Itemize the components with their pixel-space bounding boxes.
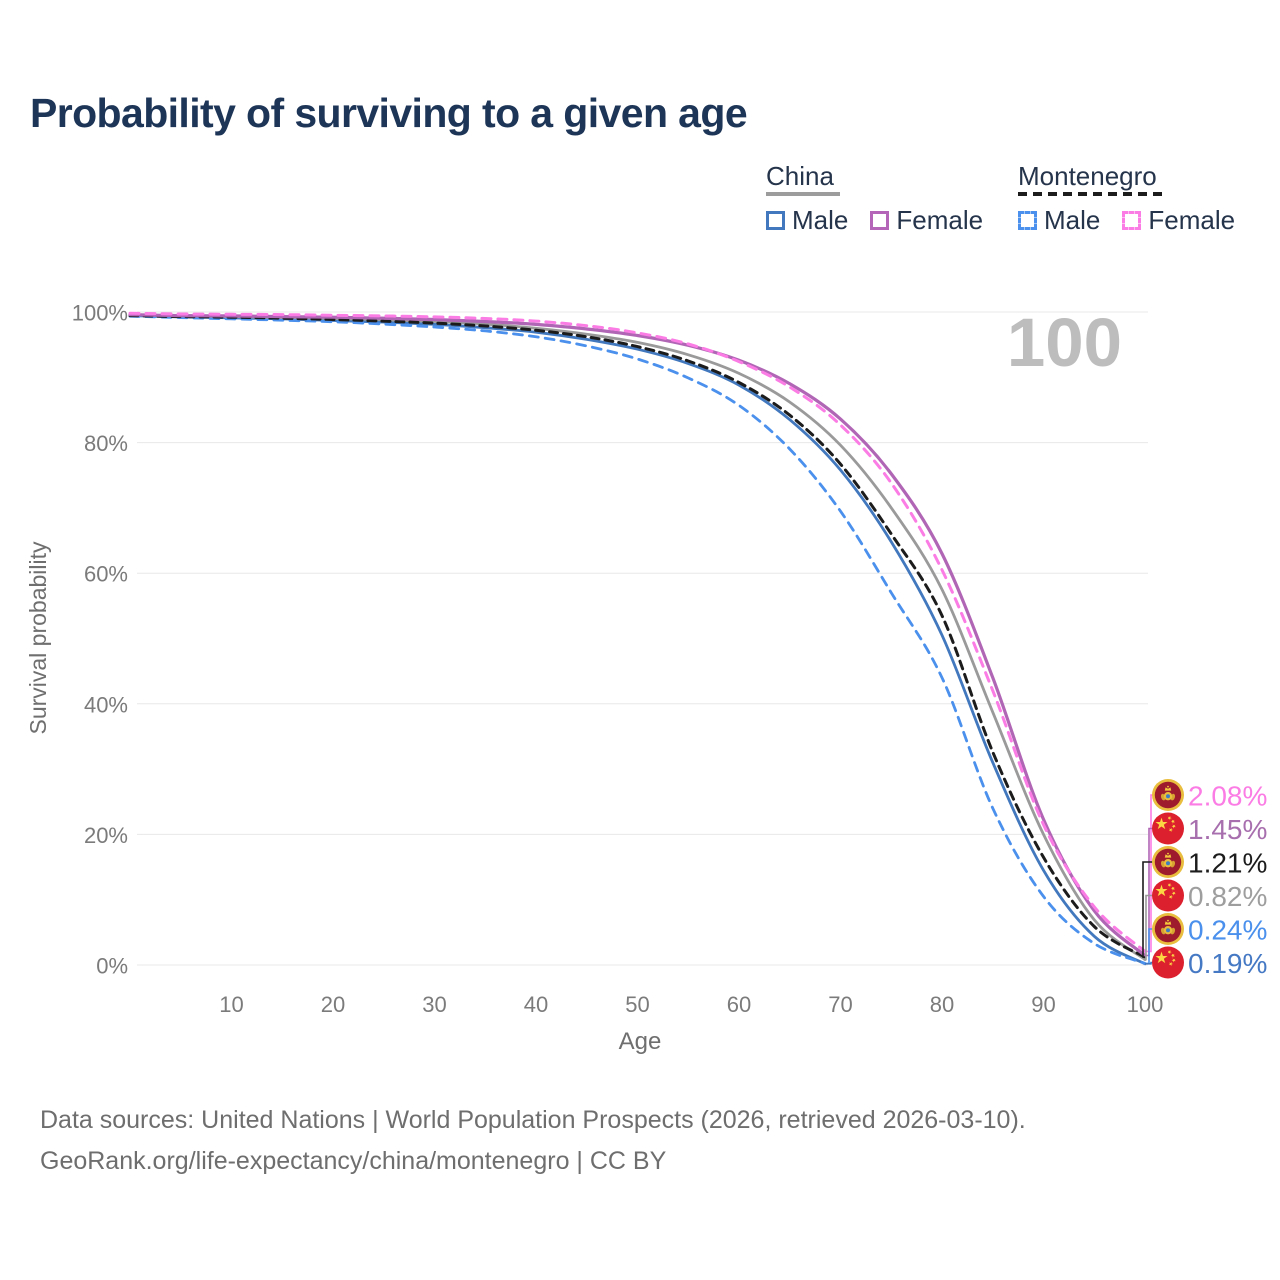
highlighted-age-watermark: 100 xyxy=(1007,304,1122,381)
montenegro-flag-icon xyxy=(1152,779,1184,811)
x-tick-label-80: 80 xyxy=(930,992,954,1017)
legend-underline-china xyxy=(766,192,840,196)
x-tick-label-90: 90 xyxy=(1031,992,1055,1017)
series-curves xyxy=(128,311,1147,966)
axis-labels: 0% 20% 40% 60% 80% 100% 10 20 30 40 50 60 70 80 90 100 xyxy=(72,301,1164,1018)
china-flag-icon xyxy=(1152,947,1184,979)
x-tick-label-60: 60 xyxy=(727,992,751,1017)
end-value-label-montenegro-both: 1.21% xyxy=(1188,848,1267,879)
footer-data-sources: Data sources: United Nations | World Pop… xyxy=(40,1106,1026,1134)
y-tick-label-80: 80% xyxy=(84,431,128,456)
legend-group-montenegro: Montenegro Male Female xyxy=(1018,162,1235,236)
end-value-label-montenegro-male: 0.24% xyxy=(1188,915,1267,946)
footer-attribution: GeoRank.org/life-expectancy/china/monten… xyxy=(40,1147,667,1175)
end-value-labels: 2.08%1.45%1.21%0.82%0.24%0.19% xyxy=(1142,779,1267,979)
footer: Data sources: United Nations | World Pop… xyxy=(40,1100,1026,1182)
legend-label-montenegro-female: Female xyxy=(1148,205,1236,235)
x-tick-label-40: 40 xyxy=(524,992,548,1017)
page-title: Probability of surviving to a given age xyxy=(30,90,748,136)
legend-label-montenegro-male: Male xyxy=(1044,205,1101,235)
legend-item-china-male: Male xyxy=(766,205,848,236)
china-flag-icon xyxy=(1152,880,1184,912)
x-tick-label-30: 30 xyxy=(422,992,446,1017)
y-tick-label-40: 40% xyxy=(84,692,128,717)
x-axis-title: Age xyxy=(619,1028,662,1055)
montenegro-flag-icon xyxy=(1152,913,1184,945)
y-tick-label-100: 100% xyxy=(72,301,128,326)
montenegro-female-swatch-icon xyxy=(1122,211,1142,230)
legend-heading-china: China xyxy=(766,161,834,191)
china-male-swatch-icon xyxy=(766,211,785,230)
montenegro-flag-icon xyxy=(1152,846,1184,878)
legend-group-china: China Male Female xyxy=(766,162,983,236)
leader-line-montenegro-both xyxy=(1142,861,1156,958)
curve-china-female xyxy=(128,313,1147,958)
y-tick-label-60: 60% xyxy=(84,562,128,587)
end-value-label-china-female: 1.45% xyxy=(1188,814,1267,845)
curve-china-both xyxy=(128,313,1147,961)
end-value-label-montenegro-female: 2.08% xyxy=(1188,781,1267,812)
x-tick-label-50: 50 xyxy=(625,992,649,1017)
legend-item-montenegro-male: Male xyxy=(1018,205,1100,236)
legend-item-china-female: Female xyxy=(870,205,983,236)
x-tick-label-100: 100 xyxy=(1127,992,1164,1017)
end-value-label-china-both: 0.82% xyxy=(1188,881,1267,912)
legend-items-montenegro: Male Female xyxy=(1018,205,1235,236)
legend-item-montenegro-female: Female xyxy=(1122,205,1235,236)
curve-montenegro-both xyxy=(128,314,1147,959)
legend-underline-montenegro xyxy=(1018,192,1166,196)
x-tick-label-20: 20 xyxy=(321,992,345,1017)
x-tick-label-70: 70 xyxy=(828,992,852,1017)
curve-china-male xyxy=(128,314,1147,966)
legend-label-china-male: Male xyxy=(792,205,849,235)
y-axis-title: Survival probability xyxy=(25,541,51,735)
legend-heading-montenegro: Montenegro xyxy=(1018,161,1157,191)
y-tick-label-0: 0% xyxy=(96,954,128,979)
gridlines xyxy=(137,311,1148,966)
leader-line-china-both xyxy=(1145,894,1156,961)
montenegro-male-swatch-icon xyxy=(1018,211,1037,230)
x-tick-label-10: 10 xyxy=(219,992,243,1017)
end-value-label-china-male: 0.19% xyxy=(1188,948,1267,979)
china-flag-icon xyxy=(1152,813,1184,845)
legend-items-china: Male Female xyxy=(766,205,983,236)
legend-label-china-female: Female xyxy=(896,205,984,235)
curve-montenegro-female xyxy=(128,311,1147,953)
y-tick-label-20: 20% xyxy=(84,823,128,848)
curve-montenegro-male xyxy=(128,314,1147,965)
china-female-swatch-icon xyxy=(870,211,890,230)
